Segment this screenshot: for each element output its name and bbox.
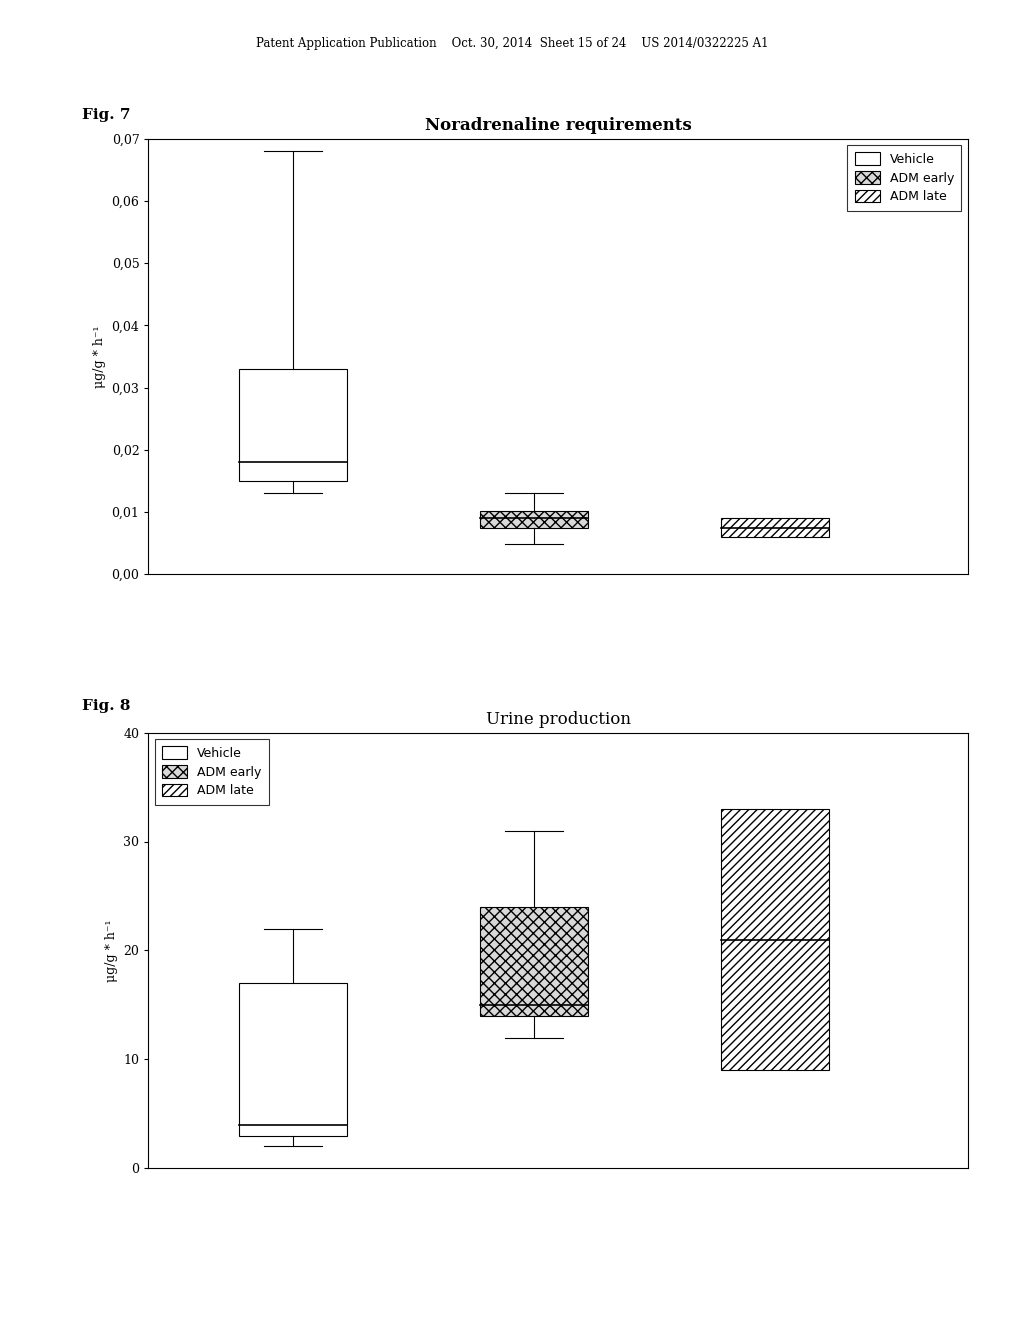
Title: Noradrenaline requirements: Noradrenaline requirements	[425, 117, 691, 135]
Text: Fig. 7: Fig. 7	[82, 108, 130, 121]
Bar	[480, 907, 588, 1016]
Title: Urine production: Urine production	[485, 711, 631, 729]
Y-axis label: μg/g * h⁻¹: μg/g * h⁻¹	[93, 325, 106, 388]
Bar	[721, 809, 829, 1071]
Bar	[480, 511, 588, 528]
Bar	[239, 368, 347, 480]
Bar	[721, 519, 829, 537]
Text: Patent Application Publication    Oct. 30, 2014  Sheet 15 of 24    US 2014/03222: Patent Application Publication Oct. 30, …	[256, 37, 768, 50]
Bar	[239, 983, 347, 1135]
Y-axis label: μg/g * h⁻¹: μg/g * h⁻¹	[104, 919, 118, 982]
Legend: Vehicle, ADM early, ADM late: Vehicle, ADM early, ADM late	[155, 739, 269, 805]
Legend: Vehicle, ADM early, ADM late: Vehicle, ADM early, ADM late	[847, 145, 962, 211]
Text: Fig. 8: Fig. 8	[82, 700, 130, 713]
